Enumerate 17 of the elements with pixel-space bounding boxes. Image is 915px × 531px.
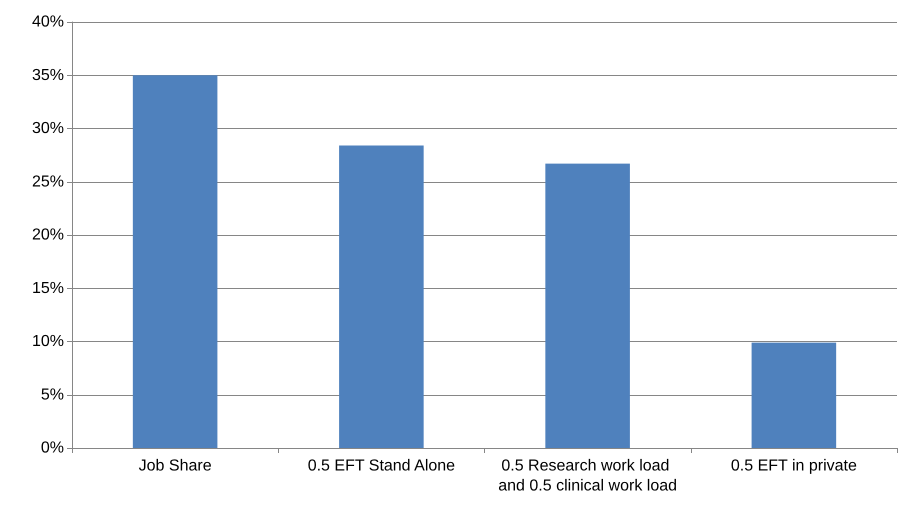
- bar: [132, 75, 218, 448]
- y-tick-label: 10%: [32, 333, 64, 350]
- bar: [339, 146, 424, 448]
- bar: [545, 164, 630, 448]
- y-tick-label: 30%: [32, 120, 64, 137]
- x-tick-label: 0.5 EFT Stand Alone: [308, 458, 456, 474]
- x-tick-label: 0.5 EFT in private: [730, 458, 857, 474]
- y-tick-label: 0%: [40, 440, 64, 456]
- y-tick-label: 15%: [32, 280, 64, 297]
- bar: [752, 342, 836, 448]
- y-tick-label: 20%: [32, 226, 64, 244]
- y-tick-label: 40%: [32, 14, 64, 30]
- x-tick-label: 0.5 Research work load and 0.5 clinical work load: [498, 458, 678, 494]
- y-tick-label: 35%: [32, 66, 64, 84]
- y-tick-label: 5%: [40, 386, 64, 404]
- x-tick-label: Job Share: [138, 458, 212, 474]
- y-tick-label: 25%: [32, 173, 64, 190]
